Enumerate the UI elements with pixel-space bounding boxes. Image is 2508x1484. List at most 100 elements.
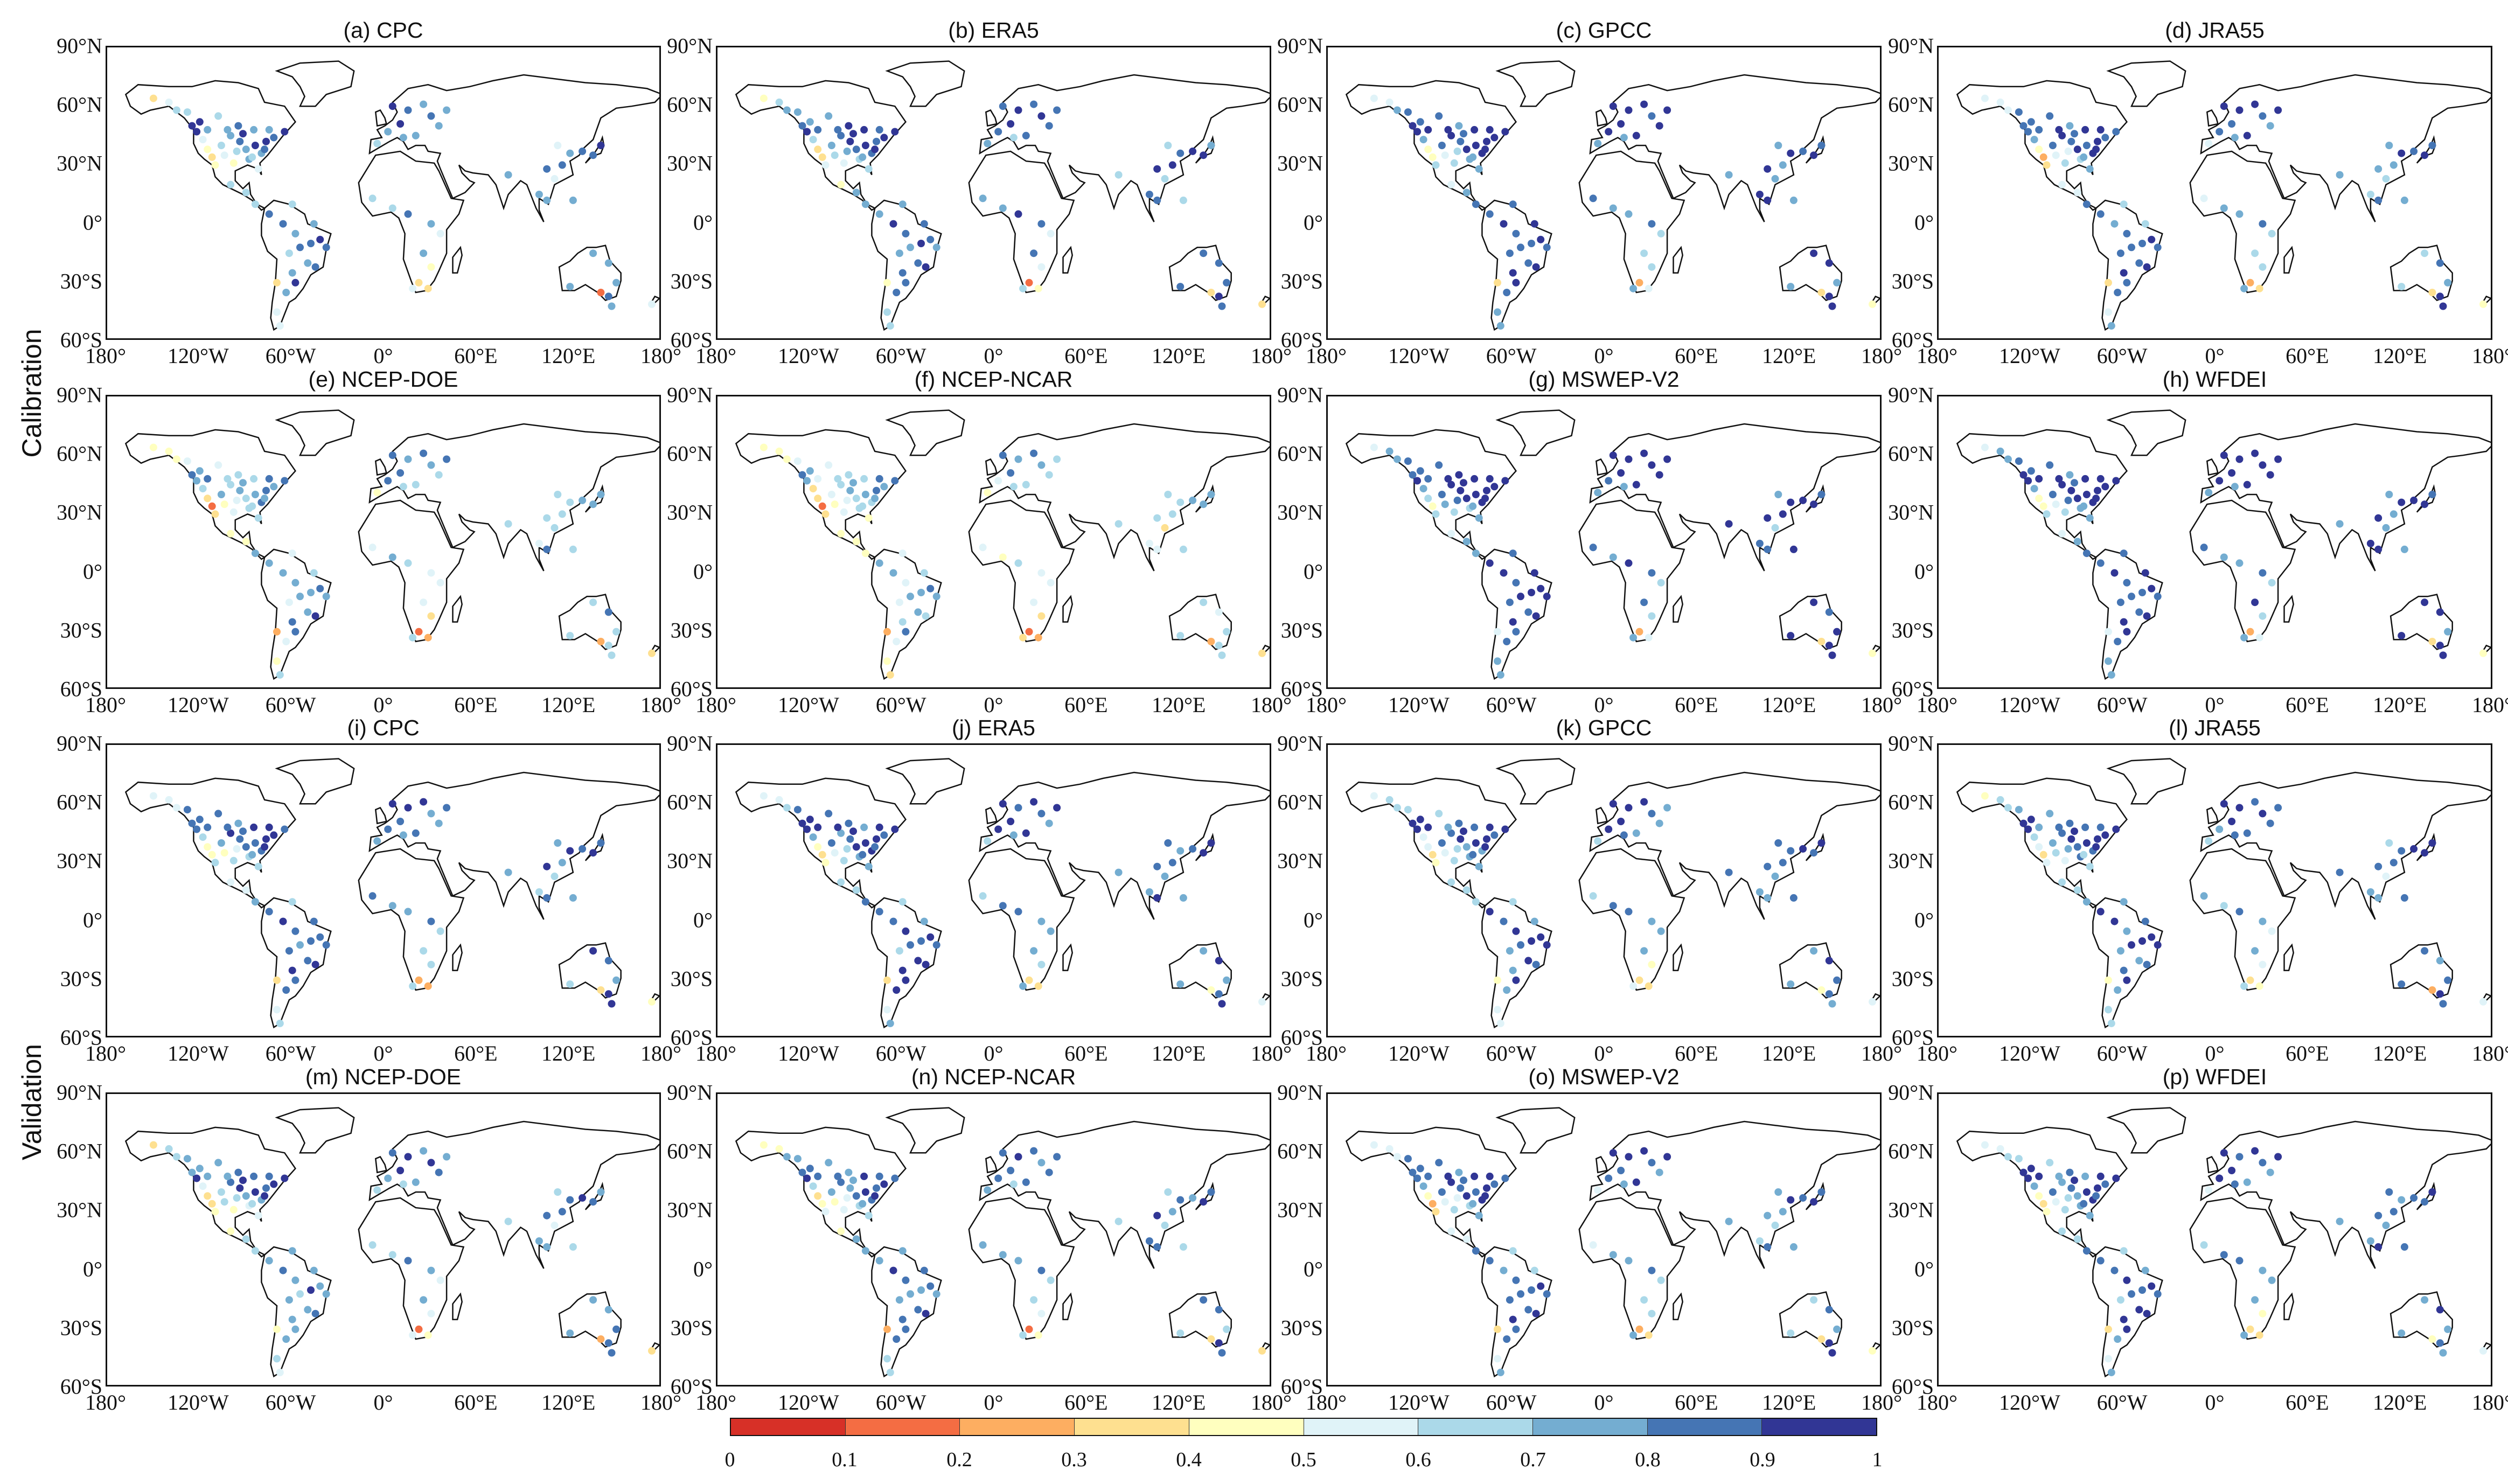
station-point: [2259, 461, 2267, 469]
station-point: [436, 927, 444, 935]
station-point: [2389, 859, 2398, 867]
coastline-south-america: [871, 548, 942, 680]
station-point: [270, 831, 278, 839]
station-point: [2107, 1368, 2115, 1376]
station-point: [589, 500, 597, 508]
station-point: [2398, 283, 2406, 291]
panel-title: (k) GPCC: [1556, 715, 1652, 740]
station-point: [1045, 1168, 1053, 1176]
station-point: [783, 1153, 791, 1161]
map-panel: (l) JRA55 90°N 60°N 30°N 0° 30°S 60°S 180° 120°W…: [1888, 715, 2508, 1065]
station-point: [2259, 1266, 2267, 1274]
station-point: [1037, 461, 1046, 469]
coastline-japan: [1195, 484, 1215, 513]
lat-tick-label: 0°: [1304, 908, 1323, 932]
station-point: [1444, 1172, 1452, 1180]
station-point: [2027, 1165, 2035, 1173]
station-point: [1037, 569, 1046, 577]
station-point: [1432, 510, 1440, 518]
station-point: [251, 839, 259, 847]
station-point: [2243, 1178, 2251, 1186]
station-point: [1455, 819, 1463, 827]
station-point: [1218, 651, 1226, 659]
station-point: [608, 1000, 616, 1008]
station-point: [2058, 1227, 2066, 1235]
station-point: [1494, 1355, 1501, 1363]
coastline-japan: [1805, 135, 1826, 164]
coastline-europe-asia: [1589, 1120, 1880, 1269]
station-point: [2123, 579, 2131, 587]
station-point: [2479, 998, 2487, 1006]
station-point: [1494, 1325, 1501, 1333]
station-point: [2015, 457, 2023, 465]
station-point: [535, 888, 543, 896]
station-point: [2123, 1325, 2131, 1333]
station-point: [2039, 851, 2047, 859]
station-point: [1640, 449, 1648, 457]
station-point: [889, 1266, 897, 1274]
station-point: [2114, 289, 2122, 296]
station-point: [1645, 284, 1653, 292]
station-point: [1034, 1331, 1042, 1339]
station-point: [1517, 243, 1524, 252]
station-point: [999, 1149, 1007, 1157]
station-point: [1215, 990, 1223, 998]
station-point: [1789, 545, 1798, 553]
station-point: [1494, 976, 1501, 984]
station-point: [1640, 598, 1648, 607]
station-point: [1037, 810, 1046, 818]
station-point: [604, 259, 612, 267]
station-point: [1609, 800, 1617, 808]
station-point: [1370, 792, 1378, 800]
station-point: [886, 1019, 894, 1027]
panel-title: (g) MSWEP-V2: [1528, 367, 1680, 392]
station-point: [2385, 142, 2393, 149]
station-point: [917, 589, 925, 596]
station-point: [2436, 259, 2444, 267]
station-point: [420, 100, 428, 108]
station-point: [2444, 976, 2452, 984]
station-point: [1787, 847, 1795, 855]
station-point: [2138, 240, 2146, 247]
station-point: [1453, 845, 1461, 853]
station-point: [504, 1217, 512, 1225]
station-point: [1771, 872, 1779, 880]
station-point: [291, 927, 299, 935]
station-point: [1620, 134, 1628, 142]
lat-tick-label: 0°: [1304, 559, 1323, 584]
coastline-uk: [374, 109, 387, 127]
coastline-south-america: [871, 897, 942, 1029]
station-point: [806, 816, 814, 824]
station-point: [288, 1247, 296, 1255]
station-point: [304, 1306, 312, 1314]
station-point: [852, 494, 860, 503]
station-point: [1457, 835, 1465, 843]
station-point: [889, 569, 897, 577]
station-point: [388, 451, 396, 459]
station-point: [1475, 1211, 1483, 1220]
station-point: [1825, 259, 1833, 267]
station-point: [875, 908, 883, 916]
station-point: [1833, 1325, 1841, 1333]
station-point: [2120, 269, 2128, 277]
station-point: [1620, 831, 1628, 839]
station-point: [1996, 796, 2004, 804]
station-point: [1444, 475, 1452, 483]
station-point: [1764, 165, 1772, 173]
station-point: [373, 140, 381, 148]
coastline-uk: [2206, 806, 2219, 825]
station-point: [172, 1153, 180, 1161]
station-point: [420, 798, 428, 806]
lon-tick-label: 0°: [1594, 693, 1614, 717]
station-point: [1047, 927, 1055, 935]
station-point: [834, 475, 842, 483]
station-point: [2382, 524, 2390, 532]
station-point: [2015, 806, 2023, 814]
station-point: [1176, 847, 1185, 855]
station-point: [1779, 161, 1787, 169]
station-point: [2336, 520, 2344, 528]
station-point: [535, 191, 543, 198]
station-point: [2436, 642, 2444, 650]
coastline-uk: [1595, 109, 1608, 127]
station-point: [597, 491, 605, 498]
